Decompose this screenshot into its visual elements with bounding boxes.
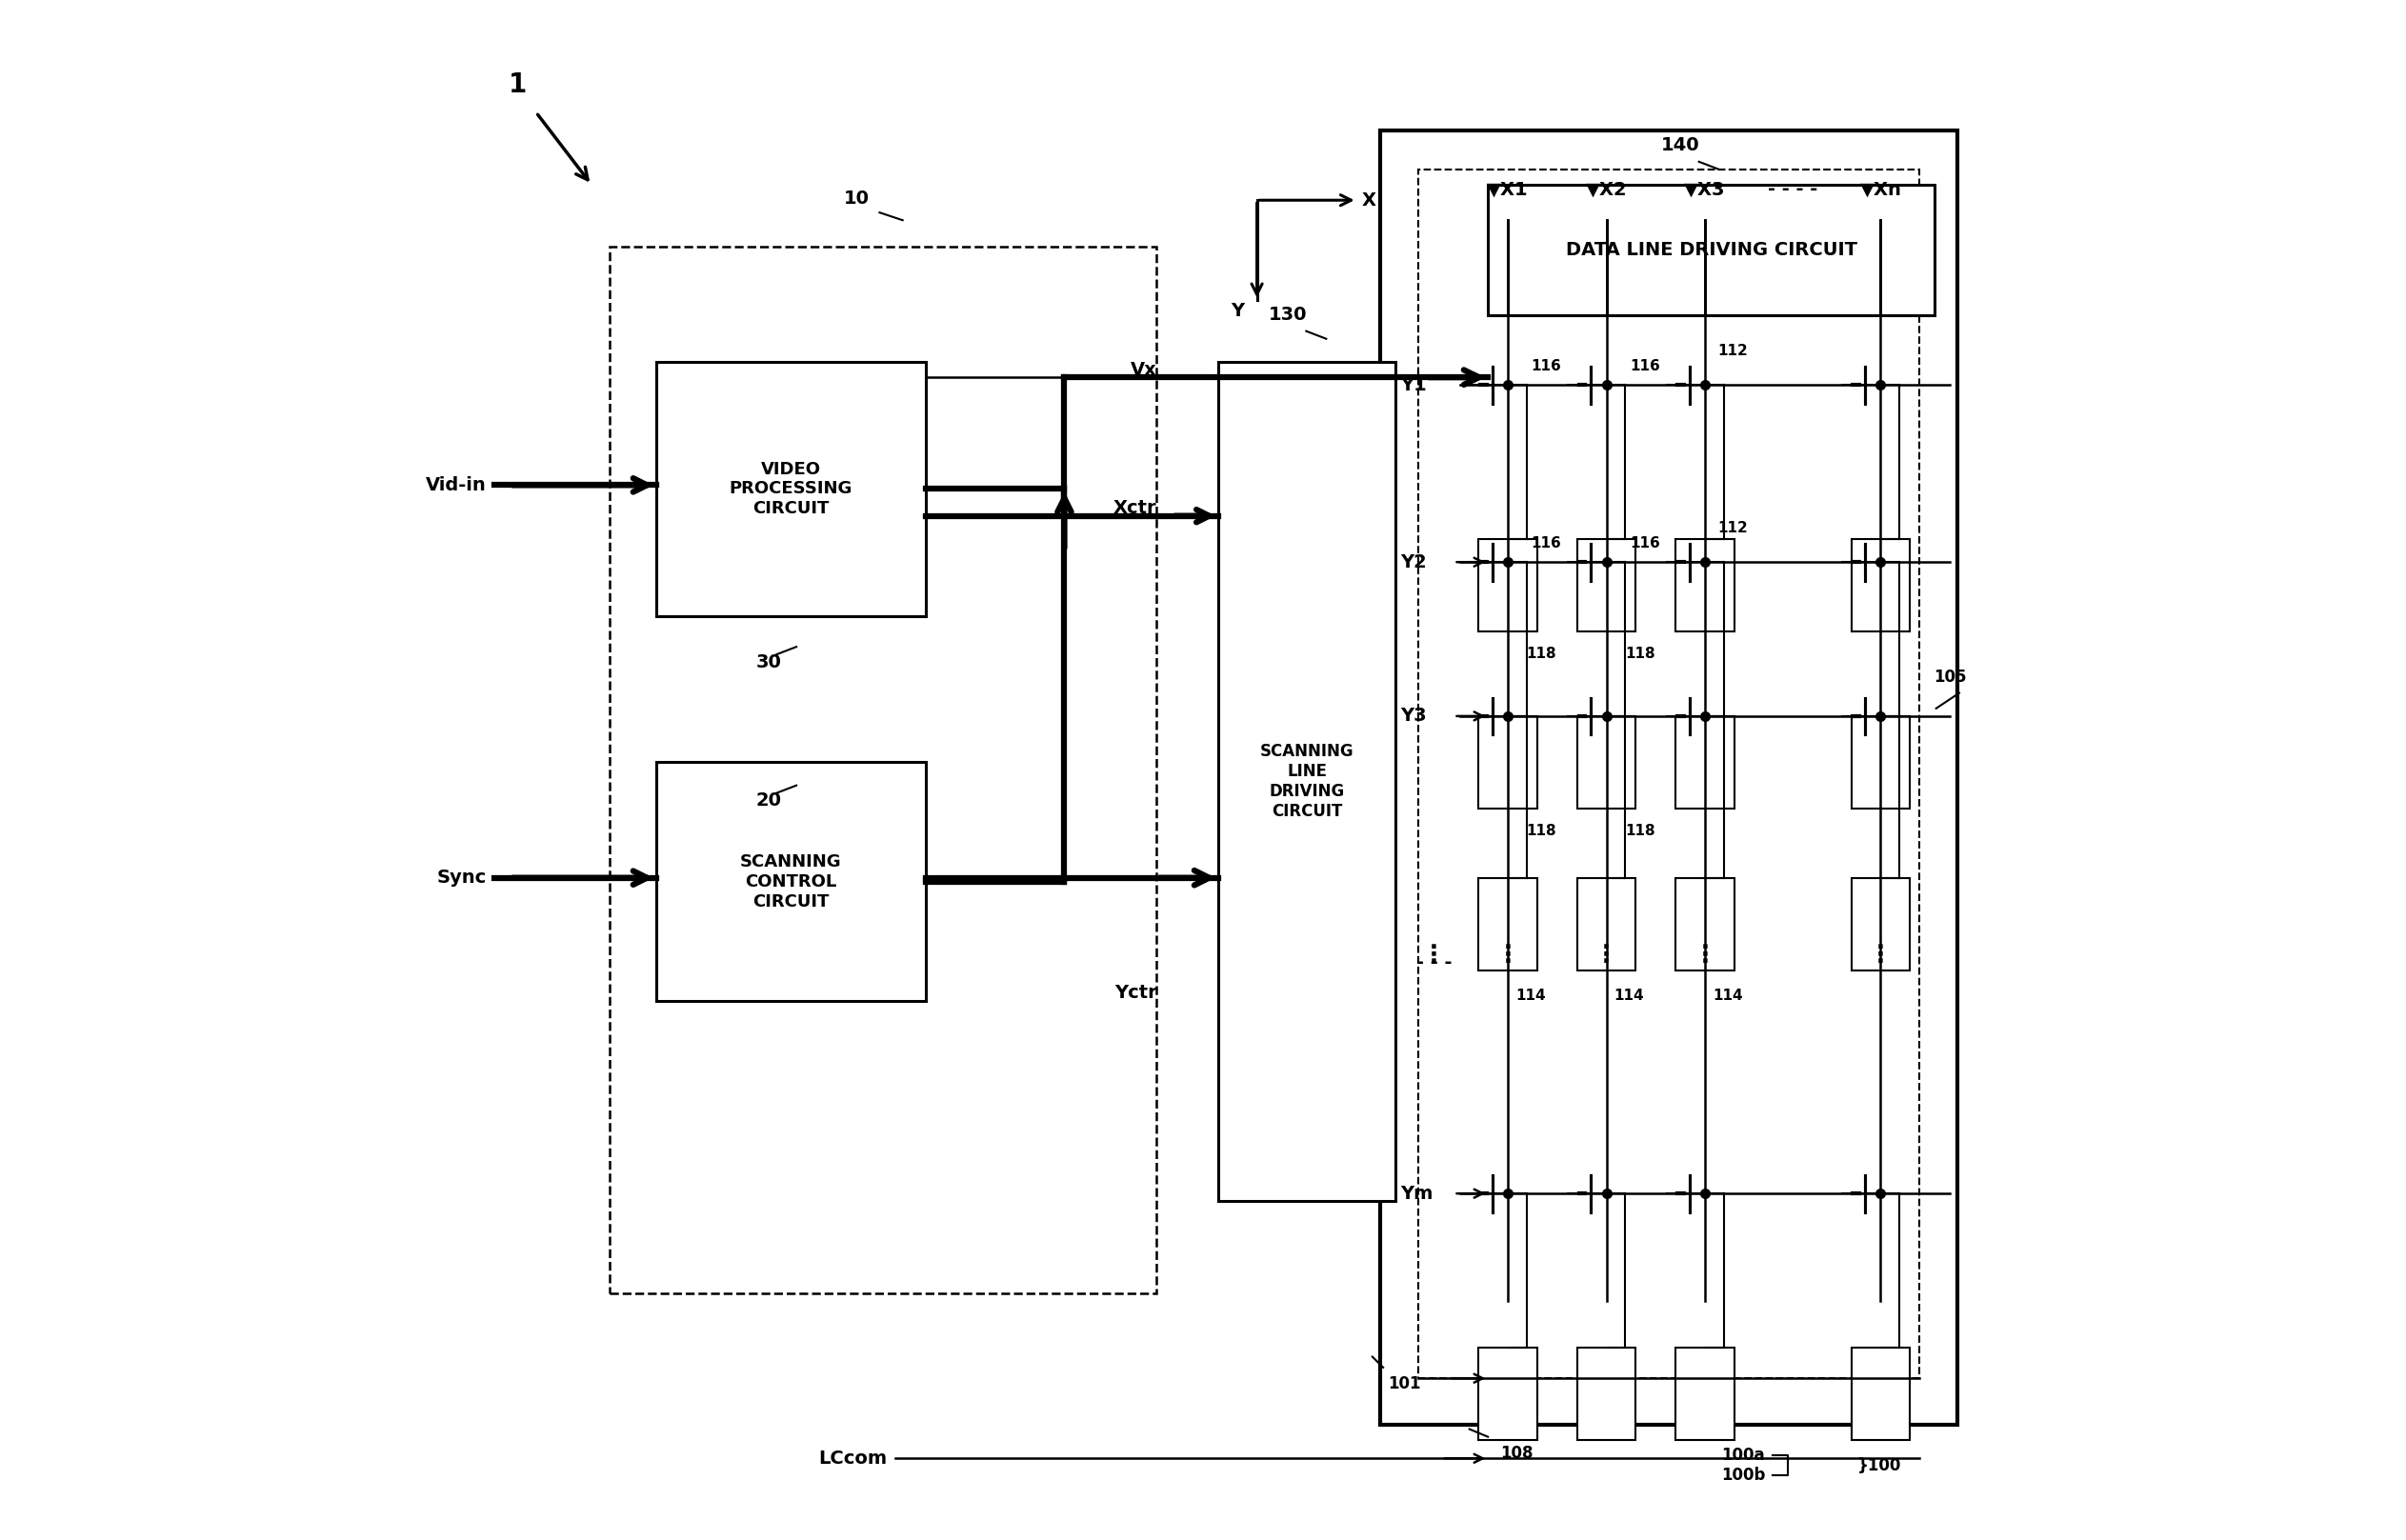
Text: 140: 140 bbox=[1660, 136, 1699, 154]
Bar bbox=[1578, 1348, 1636, 1440]
Text: ⋮: ⋮ bbox=[1422, 944, 1446, 966]
Text: 130: 130 bbox=[1268, 305, 1306, 323]
Text: LCcom: LCcom bbox=[818, 1449, 888, 1468]
Text: ▼X3: ▼X3 bbox=[1684, 180, 1725, 199]
Text: Vx: Vx bbox=[1131, 360, 1157, 379]
Text: 112: 112 bbox=[1718, 343, 1747, 359]
Bar bbox=[1480, 539, 1537, 631]
Text: 116: 116 bbox=[1530, 536, 1561, 551]
Text: 105: 105 bbox=[1934, 668, 1968, 687]
Text: ⋮: ⋮ bbox=[1595, 944, 1619, 966]
Bar bbox=[1487, 185, 1934, 316]
Bar bbox=[1480, 716, 1537, 808]
Text: 116: 116 bbox=[1629, 536, 1660, 551]
Text: 1: 1 bbox=[508, 71, 527, 99]
Text: ▼X1: ▼X1 bbox=[1487, 180, 1528, 199]
Bar bbox=[1480, 1348, 1537, 1440]
Bar bbox=[1850, 716, 1910, 808]
Text: 118: 118 bbox=[1525, 824, 1557, 838]
Text: Xctr: Xctr bbox=[1114, 499, 1157, 517]
Bar bbox=[1420, 169, 1920, 1378]
Text: }100: }100 bbox=[1857, 1457, 1901, 1475]
Bar bbox=[1850, 1348, 1910, 1440]
Text: Y2: Y2 bbox=[1400, 553, 1427, 571]
Text: Y3: Y3 bbox=[1400, 707, 1427, 725]
Text: Ym: Ym bbox=[1400, 1184, 1434, 1203]
Text: 30: 30 bbox=[755, 653, 782, 671]
Text: ▼X2: ▼X2 bbox=[1586, 180, 1626, 199]
Text: 118: 118 bbox=[1624, 647, 1655, 661]
Bar bbox=[657, 762, 926, 1001]
Text: 100a: 100a bbox=[1723, 1446, 1766, 1465]
Bar bbox=[1578, 539, 1636, 631]
Text: VIDEO
PROCESSING
CIRCUIT: VIDEO PROCESSING CIRCUIT bbox=[729, 460, 852, 517]
Text: Vid-in: Vid-in bbox=[426, 476, 486, 494]
Text: SCANNING
LINE
DRIVING
CIRCUIT: SCANNING LINE DRIVING CIRCUIT bbox=[1261, 744, 1355, 819]
Text: ⋮: ⋮ bbox=[1694, 944, 1718, 966]
Text: 118: 118 bbox=[1624, 824, 1655, 838]
Text: Sync: Sync bbox=[438, 869, 486, 887]
Text: 108: 108 bbox=[1501, 1445, 1533, 1461]
Text: 112: 112 bbox=[1718, 521, 1747, 536]
Text: 100b: 100b bbox=[1720, 1466, 1766, 1485]
Bar bbox=[1677, 878, 1735, 970]
Text: - - - -: - - - - bbox=[1768, 180, 1819, 199]
Bar bbox=[1578, 716, 1636, 808]
Text: 114: 114 bbox=[1713, 989, 1742, 1003]
Text: 114: 114 bbox=[1614, 989, 1643, 1003]
Text: 116: 116 bbox=[1530, 359, 1561, 374]
Text: 114: 114 bbox=[1516, 989, 1545, 1003]
Text: 118: 118 bbox=[1525, 647, 1557, 661]
Bar bbox=[1578, 878, 1636, 970]
Bar bbox=[1677, 716, 1735, 808]
Text: DATA LINE DRIVING CIRCUIT: DATA LINE DRIVING CIRCUIT bbox=[1566, 242, 1857, 259]
Bar bbox=[657, 362, 926, 616]
Text: - - -: - - - bbox=[1417, 953, 1451, 972]
Bar bbox=[1677, 1348, 1735, 1440]
Text: 116: 116 bbox=[1629, 359, 1660, 374]
Text: Y: Y bbox=[1232, 302, 1244, 320]
Bar bbox=[1480, 878, 1537, 970]
Text: SCANNING
CONTROL
CIRCUIT: SCANNING CONTROL CIRCUIT bbox=[741, 853, 842, 910]
Text: Y1: Y1 bbox=[1400, 376, 1427, 394]
Bar bbox=[611, 246, 1157, 1294]
Text: 20: 20 bbox=[755, 792, 782, 810]
Text: 101: 101 bbox=[1388, 1375, 1420, 1392]
Text: X: X bbox=[1362, 191, 1376, 209]
Text: Yctr: Yctr bbox=[1114, 984, 1157, 1003]
Text: ▼Xn: ▼Xn bbox=[1860, 180, 1901, 199]
Bar bbox=[1217, 362, 1395, 1201]
Bar bbox=[1677, 539, 1735, 631]
Bar bbox=[1381, 131, 1958, 1424]
Bar bbox=[1850, 539, 1910, 631]
Text: ⋮: ⋮ bbox=[1497, 944, 1521, 966]
Text: 10: 10 bbox=[845, 189, 869, 208]
Text: ⋮: ⋮ bbox=[1869, 944, 1894, 966]
Bar bbox=[1850, 878, 1910, 970]
